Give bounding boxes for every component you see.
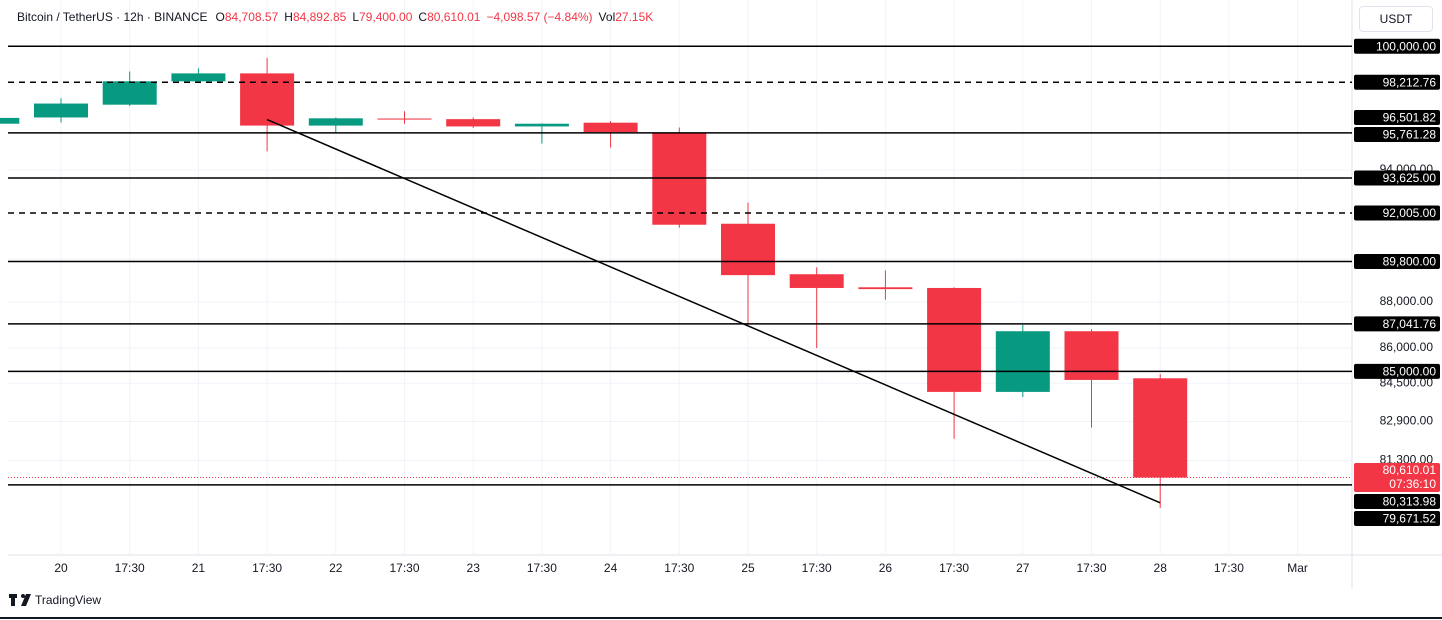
countdown-label: 07:36:10 [1389, 477, 1436, 491]
brand[interactable]: TradingView [9, 593, 101, 607]
volume-key: Vol [598, 10, 616, 24]
ohlc-value: 80,610.01 [427, 10, 481, 24]
level-label: 93,625.00 [1383, 171, 1437, 185]
level-label: 92,005.00 [1383, 206, 1437, 220]
candle-body [0, 117, 20, 124]
level-label: 95,761.28 [1383, 128, 1437, 142]
x-tick-label: 20 [54, 561, 68, 575]
change: −4,098.57 (−4.84%) [486, 10, 593, 24]
level-label-box [1354, 253, 1440, 269]
candle-body [789, 274, 844, 288]
candle-body [927, 287, 982, 392]
volume-value: 27.15K [615, 10, 654, 24]
ohlc-key: C [418, 10, 428, 24]
x-tick-label: Mar [1287, 561, 1308, 575]
x-tick-label: 22 [329, 561, 343, 575]
candle-body [1064, 331, 1119, 380]
symbol-name: Bitcoin / TetherUS · 12h · BINANCE [17, 10, 208, 24]
x-tick-label: 17:30 [939, 561, 969, 575]
level-label-box [1354, 316, 1440, 332]
x-tick-label: 17:30 [252, 561, 282, 575]
last-price-label: 80,610.01 [1383, 463, 1437, 477]
x-tick-label: 23 [467, 561, 481, 575]
x-tick-label: 17:30 [1076, 561, 1106, 575]
candle-body [1133, 378, 1188, 478]
candle-body [171, 73, 226, 82]
level-label: 96,501.82 [1383, 111, 1437, 125]
x-tick-label: 28 [1154, 561, 1168, 575]
level-label: 98,212.76 [1383, 75, 1437, 89]
ohlc-value: 84,708.57 [224, 10, 279, 24]
ohlc-value: 79,400.00 [359, 10, 413, 24]
brand-name: TradingView [35, 593, 102, 607]
candle-body [583, 122, 638, 133]
x-tick-label: 24 [604, 561, 618, 575]
level-label-box [1354, 205, 1440, 221]
candle-body [240, 73, 295, 126]
level-label-box [1354, 511, 1440, 527]
candle-body [514, 123, 569, 127]
candle-body [652, 132, 707, 225]
ohlc-key: L [352, 10, 360, 24]
trendline [266, 118, 1161, 504]
x-tick-label: 17:30 [1214, 561, 1244, 575]
level-label: 80,313.98 [1383, 495, 1437, 509]
level-label-box [1354, 109, 1440, 125]
level-label-box [1354, 363, 1440, 379]
candle-body [377, 118, 432, 120]
level-label-box [1354, 494, 1440, 510]
last-price-box [1354, 463, 1440, 493]
level-label-box [1354, 38, 1440, 54]
currency-button[interactable]: USDT [1359, 6, 1433, 32]
y-tick-label: 82,900.00 [1380, 414, 1434, 428]
x-tick-label: 25 [741, 561, 755, 575]
x-tick-label: 17:30 [802, 561, 832, 575]
level-label-box [1354, 126, 1440, 142]
candle-body [995, 331, 1050, 392]
symbol-header: Bitcoin / TetherUS · 12h · BINANCE O 84,7… [17, 10, 659, 24]
candle-body [34, 103, 88, 118]
level-label: 85,000.00 [1383, 365, 1437, 379]
candle-body [721, 223, 775, 276]
x-tick-label: 17:30 [527, 561, 557, 575]
plot-area [8, 0, 1352, 555]
level-label-box [1354, 170, 1440, 186]
x-tick-label: 21 [192, 561, 206, 575]
level-label: 89,800.00 [1383, 255, 1437, 269]
x-tick-label: 26 [879, 561, 893, 575]
level-label-box [1354, 74, 1440, 90]
ohlc-key: H [284, 10, 293, 24]
candle-body [858, 287, 913, 290]
candle-body [446, 119, 501, 127]
x-tick-label: 17:30 [664, 561, 694, 575]
level-label: 100,000.00 [1376, 39, 1436, 53]
x-tick-label: 17:30 [389, 561, 419, 575]
brand-logo [9, 594, 31, 606]
candle-body [102, 81, 157, 105]
level-label: 79,671.52 [1383, 512, 1437, 526]
ohlc-value: 84,892.85 [292, 10, 347, 24]
x-tick-label: 17:30 [115, 561, 145, 575]
y-tick-label: 86,000.00 [1380, 340, 1434, 354]
candle-body [308, 118, 363, 126]
x-tick-label: 27 [1016, 561, 1030, 575]
ohlc-key: O [215, 10, 225, 24]
level-label: 87,041.76 [1383, 317, 1437, 331]
y-tick-label: 88,000.00 [1380, 294, 1434, 308]
